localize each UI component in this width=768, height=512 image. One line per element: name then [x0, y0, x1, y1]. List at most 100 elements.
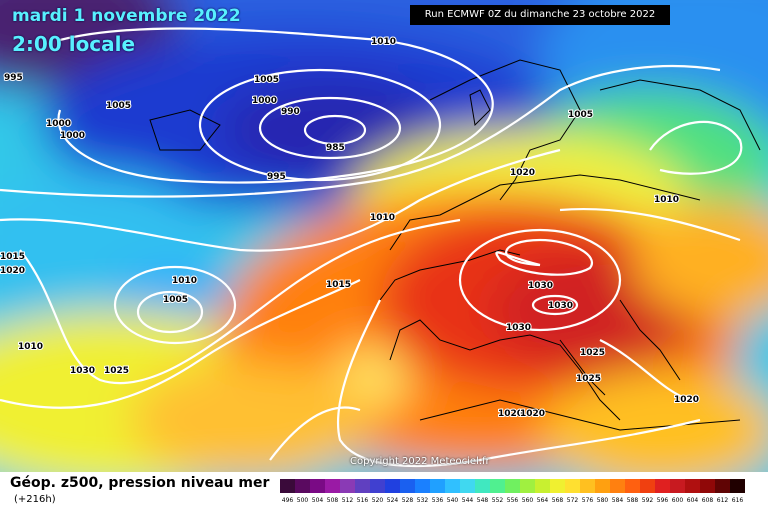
legend-swatch	[535, 479, 550, 493]
forecast-time: 2:00 locale	[12, 32, 136, 56]
isobar-labels: 995 1005 1000 1000 1010 1005 1000 990 98…	[0, 36, 700, 420]
legend-swatch	[415, 479, 430, 493]
isobar-label: 1030	[528, 281, 553, 291]
legend-tick-label: 528	[402, 497, 414, 504]
legend-swatch	[565, 479, 580, 493]
isobar-label: 1010	[172, 276, 197, 286]
isobar-label: 1020	[510, 168, 535, 178]
isobar-label: 1015	[326, 280, 351, 290]
legend-tick-label: 512	[342, 497, 354, 504]
legend-tick-label: 556	[507, 497, 519, 504]
isobar-label: 1010	[18, 342, 43, 352]
isobar-label: 1015	[0, 252, 25, 262]
legend-swatch	[580, 479, 595, 493]
legend-swatch	[715, 479, 730, 493]
legend-tick-label: 584	[612, 497, 624, 504]
legend-swatch	[730, 479, 745, 493]
legend-swatch	[625, 479, 640, 493]
forecast-date: mardi 1 novembre 2022	[12, 6, 241, 26]
legend-swatch	[280, 479, 295, 493]
isobars	[0, 27, 743, 468]
legend-tick-label: 536	[432, 497, 444, 504]
legend-tick-label: 608	[702, 497, 714, 504]
legend-swatch	[460, 479, 475, 493]
isobar-label: 1010	[371, 37, 396, 47]
legend-tick-label: 560	[522, 497, 534, 504]
legend-tick-label: 580	[597, 497, 609, 504]
legend-tick-label: 588	[627, 497, 639, 504]
legend-swatch	[325, 479, 340, 493]
legend-swatch	[475, 479, 490, 493]
legend-swatch	[340, 479, 355, 493]
isobar-label: 1005	[163, 295, 188, 305]
isobar-label: 1030	[548, 301, 573, 311]
legend-tick-label: 500	[297, 497, 309, 504]
legend-tick-label: 548	[477, 497, 489, 504]
legend-tick-label: 592	[642, 497, 654, 504]
isobar-label: 1000	[252, 96, 277, 106]
legend-tick-label: 496	[282, 497, 294, 504]
legend-swatch	[550, 479, 565, 493]
color-legend: 496 500 504 508 512 516 520 524 528 532 536 540 544 5…	[280, 479, 745, 504]
isobar-label: 1025	[104, 366, 129, 376]
isobar-label: 1025	[580, 348, 605, 358]
legend-tick-label: 600	[672, 497, 684, 504]
isobar-label: 1020	[498, 409, 523, 419]
isobar-label: 1020	[674, 395, 699, 405]
isobar-label: 990	[281, 107, 300, 117]
isobar-label: 1020	[0, 266, 25, 276]
legend-tick-label: 572	[567, 497, 579, 504]
map-canvas: 995 1005 1000 1000 1010 1005 1000 990 98…	[0, 0, 768, 472]
legend-swatch	[385, 479, 400, 493]
legend-tick-label: 520	[372, 497, 384, 504]
coastlines	[149, 59, 761, 431]
isobar-label: 995	[267, 172, 286, 182]
legend-swatch	[370, 479, 385, 493]
legend-tick-label: 576	[582, 497, 594, 504]
legend-tick-label: 516	[357, 497, 369, 504]
legend-tick-label: 508	[327, 497, 339, 504]
legend-swatch	[670, 479, 685, 493]
legend-swatch	[685, 479, 700, 493]
run-info: Run ECMWF 0Z du dimanche 23 octobre 2022	[410, 5, 670, 25]
legend-tick-label: 540	[447, 497, 459, 504]
isobar-label: 1020	[520, 409, 545, 419]
legend-tick-label: 604	[687, 497, 699, 504]
legend-swatch	[445, 479, 460, 493]
legend-swatch	[505, 479, 520, 493]
legend-swatch	[295, 479, 310, 493]
isobar-label: 1030	[506, 323, 531, 333]
isobar-label: 1005	[568, 110, 593, 120]
legend-tick-label: 564	[537, 497, 549, 504]
legend-swatch	[595, 479, 610, 493]
legend-tick-label: 616	[732, 497, 744, 504]
legend-tick-label: 544	[462, 497, 474, 504]
isobar-label: 1010	[370, 213, 395, 223]
isobar-label: 1005	[106, 101, 131, 111]
legend-swatch	[610, 479, 625, 493]
legend-tick-label: 504	[312, 497, 324, 504]
isobar-label: 985	[326, 143, 345, 153]
legend-swatch	[655, 479, 670, 493]
legend-swatch	[400, 479, 415, 493]
legend-swatch	[430, 479, 445, 493]
isobar-label: 1000	[60, 131, 85, 141]
legend-tick-label: 596	[657, 497, 669, 504]
isobar-label: 1025	[576, 374, 601, 384]
legend-tick-label: 552	[492, 497, 504, 504]
legend-swatch	[355, 479, 370, 493]
legend-swatch	[520, 479, 535, 493]
legend-tick-label: 532	[417, 497, 429, 504]
isobar-label: 1010	[654, 195, 679, 205]
legend-swatch	[490, 479, 505, 493]
chart-title: Géop. z500, pression niveau mer	[10, 475, 270, 491]
legend-swatch	[640, 479, 655, 493]
isobar-label: 1000	[46, 119, 71, 129]
footer: Géop. z500, pression niveau mer (+216h) …	[0, 472, 768, 512]
isobar-label: 1005	[254, 75, 279, 85]
isobar-label: 995	[4, 73, 23, 83]
legend-tick-label: 568	[552, 497, 564, 504]
legend-tick-label: 612	[717, 497, 729, 504]
copyright: Copyright 2022 Meteociel.fr	[350, 456, 490, 467]
